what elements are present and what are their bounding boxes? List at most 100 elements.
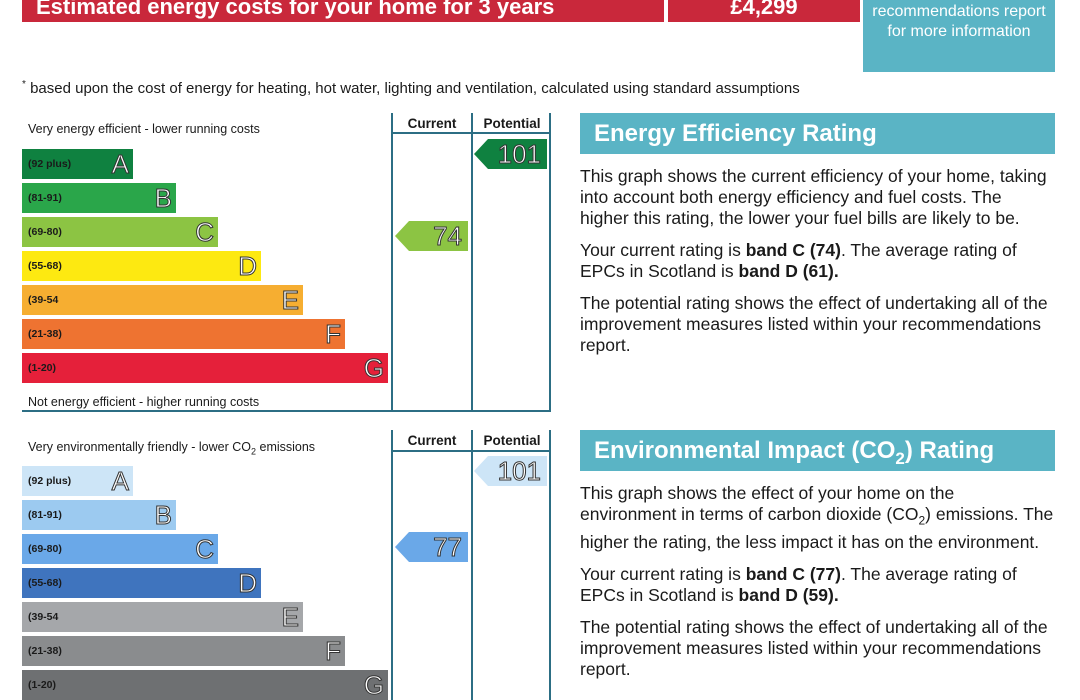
- text: Your current rating is: [580, 563, 746, 584]
- energy-current-header: Current: [407, 116, 457, 131]
- footnote-text: based upon the cost of energy for heatin…: [30, 80, 800, 97]
- env-band-letter: B: [154, 500, 172, 531]
- env-band-letter: E: [281, 602, 299, 633]
- text-sub: 2: [918, 513, 926, 528]
- env-band-letter: F: [325, 636, 342, 667]
- energy-divider-left: [391, 113, 393, 412]
- env-band-c: (69-80) C: [22, 534, 218, 565]
- energy-band-range: (1-20): [28, 362, 57, 374]
- env-band-f: (21-38) F: [22, 636, 345, 667]
- energy-band-range: (69-80): [28, 226, 62, 238]
- text-sub: 2: [895, 448, 905, 468]
- text: Environmental Impact (CO: [594, 437, 896, 464]
- energy-band-letter: F: [325, 319, 342, 350]
- footnote-mark: *: [22, 79, 26, 90]
- env-caption-sub: 2: [251, 446, 257, 457]
- energy-band-letter: E: [281, 285, 299, 316]
- energy-band-letter: D: [238, 251, 258, 282]
- env-caption-post: emissions: [256, 440, 316, 454]
- env-divider-left: [391, 430, 393, 700]
- env-current-rating-value: 77: [433, 532, 463, 563]
- energy-band-f: (21-38) F: [22, 319, 345, 350]
- energy-band-range: (81-91): [28, 192, 62, 204]
- energy-description-p3: The potential rating shows the effect of…: [580, 293, 1048, 355]
- text: . The average rating of EPCs in Scotland…: [580, 240, 1017, 281]
- energy-current-rating-value: 74: [433, 221, 463, 252]
- energy-divider-right: [549, 113, 551, 412]
- env-band-range: (69-80): [28, 543, 62, 555]
- energy-band-g: (1-20) G: [22, 353, 388, 384]
- energy-cost-label-text: Estimated energy costs for your home for…: [36, 0, 555, 19]
- energy-band-e: (39-54 E: [22, 285, 303, 316]
- env-caption-text: Very environmentally friendly - lower CO: [28, 440, 251, 454]
- env-band-letter: G: [363, 670, 384, 700]
- arrow-body: [409, 532, 468, 562]
- recommendations-link[interactable]: recommendations report for more informat…: [863, 0, 1055, 72]
- energy-band-range: (55-68): [28, 260, 62, 272]
- energy-average-band: band D (61).: [738, 261, 839, 281]
- energy-band-letter: A: [111, 149, 129, 180]
- env-band-a: (92 plus) A: [22, 466, 133, 497]
- energy-cost-label: Estimated energy costs for your home for…: [22, 0, 664, 22]
- energy-divider-mid: [471, 113, 473, 412]
- env-band-range: (1-20): [28, 679, 57, 691]
- energy-band-a: (92 plus) A: [22, 149, 133, 180]
- env-band-range: (55-68): [28, 577, 62, 589]
- env-potential-rating-value: 101: [497, 456, 541, 487]
- energy-current-band: band C (74): [745, 240, 841, 260]
- energy-header-rule: [391, 132, 551, 134]
- arrow-body: [488, 456, 547, 486]
- arrow-tip: [474, 139, 488, 169]
- env-band-d: (55-68) D: [22, 568, 261, 599]
- energy-band-range: (92 plus): [28, 158, 72, 170]
- env-current-rating-arrow: 77: [395, 532, 468, 563]
- env-band-b: (81-91) B: [22, 500, 176, 531]
- env-band-letter: C: [195, 534, 215, 565]
- arrow-body: [409, 221, 468, 251]
- energy-band-range: (39-54: [28, 294, 59, 306]
- energy-cost-value: £4,299: [668, 0, 860, 22]
- env-band-range: (39-54: [28, 611, 59, 623]
- energy-description-p2: Your current rating is band C (74). The …: [580, 240, 1055, 282]
- energy-band-range: (21-38): [28, 328, 62, 340]
- text: This graph shows the effect of your home…: [580, 483, 955, 524]
- env-current-band: band C (77): [745, 563, 841, 584]
- env-potential-header: Potential: [483, 433, 541, 448]
- energy-band-c: (69-80) C: [22, 217, 218, 248]
- env-description-p3: The potential rating shows the effect of…: [580, 616, 1048, 679]
- env-current-header: Current: [407, 433, 457, 448]
- energy-band-letter: C: [195, 217, 215, 248]
- env-potential-rating-arrow: 101: [474, 456, 547, 487]
- energy-potential-rating-value: 101: [497, 139, 541, 170]
- energy-band-d: (55-68) D: [22, 251, 261, 282]
- env-band-e: (39-54 E: [22, 602, 303, 633]
- env-description-p2: Your current rating is band C (77). The …: [580, 564, 1055, 606]
- text: Your current rating is: [580, 240, 746, 260]
- env-band-g: (1-20) G: [22, 670, 388, 700]
- energy-efficiency-title: Energy Efficiency Rating: [580, 113, 1055, 154]
- text: ) Rating: [904, 437, 995, 464]
- arrow-tip: [395, 221, 409, 251]
- arrow-tip: [474, 456, 488, 486]
- energy-band-b: (81-91) B: [22, 183, 176, 214]
- environmental-impact-title: Environmental Impact (CO2) Rating: [580, 430, 1055, 471]
- environmental-impact-description: This graph shows the effect of your home…: [580, 483, 1055, 691]
- energy-bottom-caption: Not energy efficient - higher running co…: [28, 395, 260, 409]
- env-header-rule: [391, 450, 551, 452]
- energy-cost-value-text: £4,299: [730, 0, 798, 19]
- energy-band-letter: B: [154, 183, 172, 214]
- energy-description-p1: This graph shows the current efficiency …: [580, 166, 1047, 228]
- footnote: * based upon the cost of energy for heat…: [22, 79, 800, 97]
- env-divider-mid: [471, 430, 473, 700]
- env-description-p1: This graph shows the effect of your home…: [580, 483, 1055, 553]
- energy-current-rating-arrow: 74: [395, 221, 468, 252]
- energy-top-caption: Very energy efficient - lower running co…: [28, 122, 260, 136]
- recommendations-link-text: recommendations report for more informat…: [872, 3, 1046, 40]
- energy-potential-rating-arrow: 101: [474, 139, 547, 170]
- env-divider-right: [549, 430, 551, 700]
- text: . The average rating of EPCs in Scotland…: [580, 563, 1017, 605]
- env-average-band: band D (59).: [738, 584, 839, 605]
- env-top-caption: Very environmentally friendly - lower CO…: [28, 440, 315, 457]
- env-band-letter: D: [238, 568, 258, 599]
- env-band-letter: A: [111, 466, 129, 497]
